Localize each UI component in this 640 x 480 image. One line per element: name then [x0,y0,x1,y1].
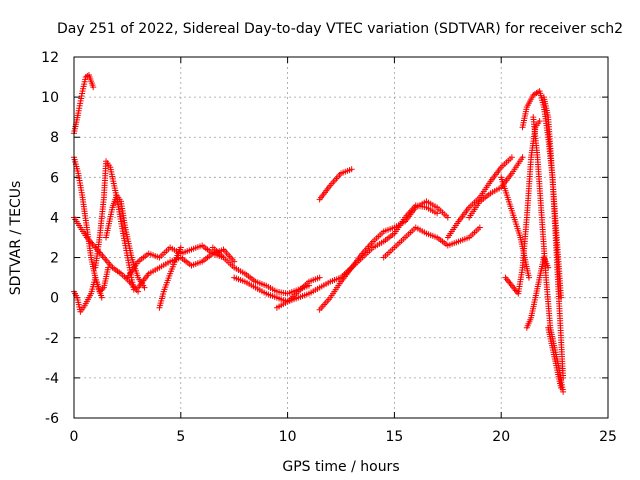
data-point [141,284,148,291]
data-point [560,374,567,381]
x-tick-label: 5 [176,429,185,445]
y-tick-label: -6 [45,411,59,427]
y-tick-label: 10 [41,90,59,106]
y-tick-label: -2 [45,331,59,347]
y-tick-label: 4 [50,210,59,226]
data-points [71,72,567,395]
data-point [434,210,441,217]
chart-title: Day 251 of 2022, Sidereal Day-to-day VTE… [57,21,623,37]
x-axis-label: GPS time / hours [282,459,399,475]
data-point [444,214,451,221]
x-tick-label: 10 [279,429,297,445]
y-tick-label: 6 [50,170,59,186]
x-tick-label: 25 [599,429,617,445]
data-point [476,224,483,231]
grid [74,57,608,418]
y-tick-label: -4 [45,371,59,387]
data-point [508,154,515,161]
data-point [231,258,238,265]
data-point [536,118,543,125]
data-point [90,84,97,91]
data-point [558,384,565,391]
x-tick-label: 15 [385,429,403,445]
data-point [130,286,137,293]
ticks: 0 5 10 15 20 25 -6 -4 -2 0 2 4 6 8 10 12 [41,50,617,445]
y-tick-label: 12 [41,50,59,66]
data-point [560,388,567,395]
data-point [177,244,184,251]
y-tick-label: 0 [50,291,59,307]
data-point [519,154,526,161]
data-point [98,294,105,301]
y-axis-label: SDTVAR / TECUs [8,181,24,296]
data-point [316,274,323,281]
y-tick-label: 8 [50,130,59,146]
x-tick-label: 20 [492,429,510,445]
data-point [348,166,355,173]
data-point [525,274,532,281]
y-tick-label: 2 [50,251,59,267]
x-tick-label: 0 [70,429,79,445]
plot-frame [73,56,609,419]
